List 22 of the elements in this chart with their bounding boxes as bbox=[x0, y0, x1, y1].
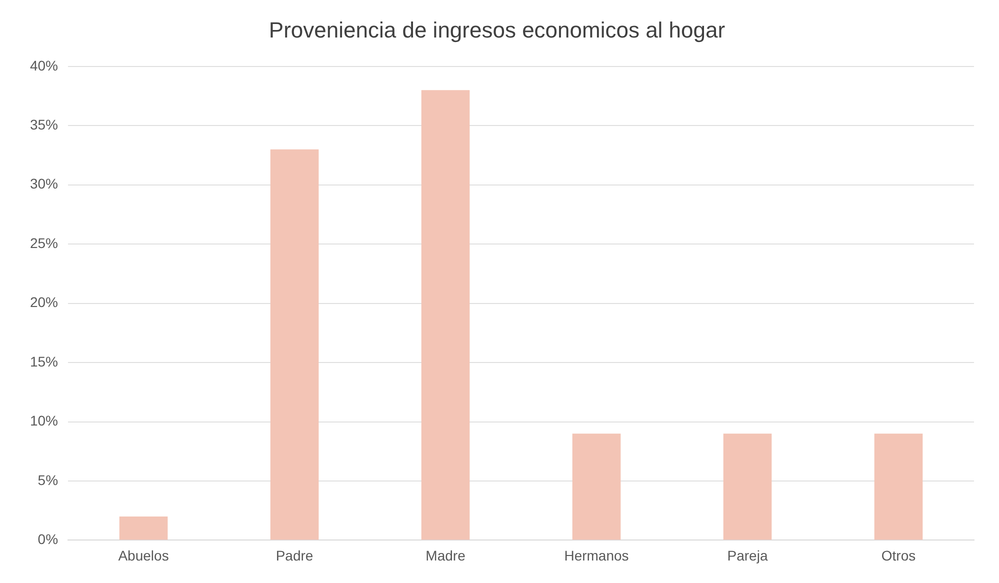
x-tick-label: Madre bbox=[426, 547, 466, 564]
bar bbox=[723, 434, 772, 540]
y-tick-label: 35% bbox=[30, 116, 58, 132]
y-tick-label: 5% bbox=[38, 472, 58, 488]
y-tick-label: 15% bbox=[30, 353, 58, 370]
y-tick-label: 30% bbox=[30, 176, 58, 192]
y-tick-label: 20% bbox=[30, 294, 58, 310]
y-tick-label: 10% bbox=[30, 412, 58, 429]
bar bbox=[874, 434, 923, 540]
y-tick-label: 25% bbox=[30, 234, 58, 251]
bar bbox=[572, 434, 621, 540]
bar bbox=[270, 149, 319, 540]
x-tick-label: Otros bbox=[881, 547, 916, 564]
y-tick-label: 0% bbox=[38, 531, 58, 548]
x-tick-label: Pareja bbox=[727, 547, 768, 564]
x-tick-label: Padre bbox=[276, 547, 314, 564]
y-tick-label: 40% bbox=[30, 57, 58, 74]
bar bbox=[119, 516, 168, 540]
x-tick-label: Hermanos bbox=[564, 547, 629, 564]
bar bbox=[421, 90, 470, 540]
chart-title: Proveniencia de ingresos economicos al hogar bbox=[268, 17, 726, 42]
x-tick-label: Abuelos bbox=[118, 547, 169, 564]
